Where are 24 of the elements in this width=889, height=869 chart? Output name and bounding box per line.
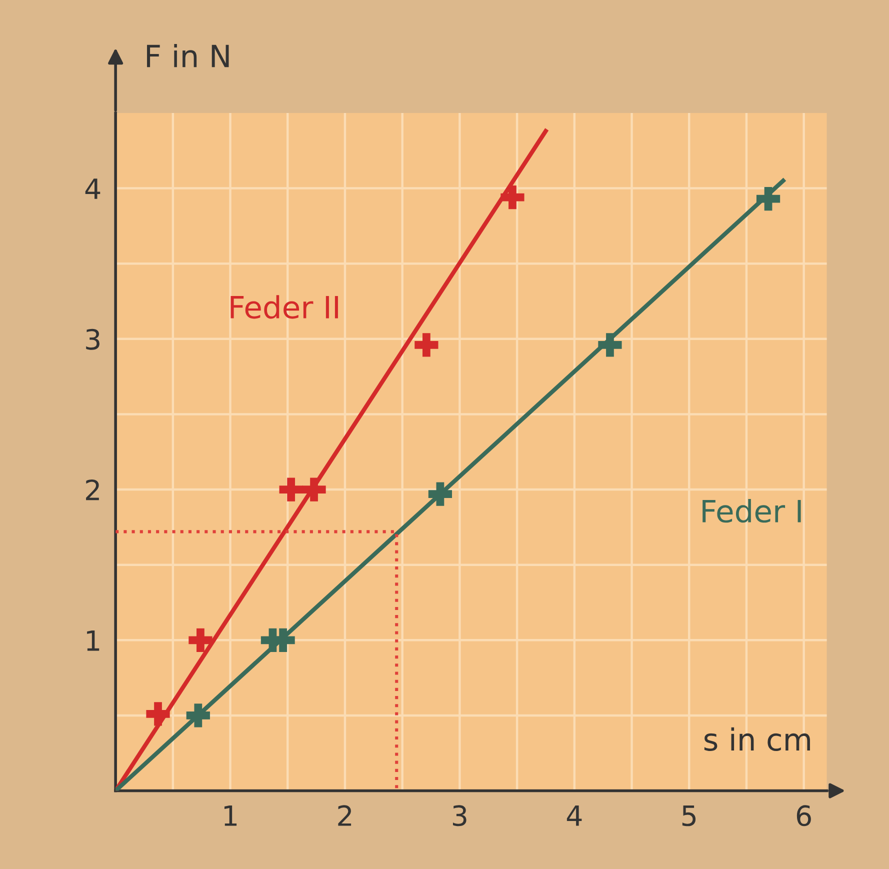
- x-tick-label: 5: [682, 806, 696, 826]
- point: [500, 186, 524, 210]
- point: [188, 628, 212, 652]
- y-axis-title: F in N: [147, 44, 229, 68]
- text: Feder I: [702, 499, 801, 523]
- x-tick-label: 3: [452, 805, 466, 826]
- point: [302, 478, 326, 502]
- y-tick-label: 3: [86, 328, 100, 350]
- y-tick-label: 1: [87, 630, 100, 651]
- point: [428, 482, 452, 506]
- text: Feder II: [230, 295, 338, 319]
- point: [756, 187, 780, 211]
- x-tick-label: 6: [796, 805, 811, 826]
- y-tick-label: 2: [86, 479, 99, 500]
- point: [146, 702, 170, 726]
- x-tick-label: 4: [566, 806, 582, 826]
- point: [186, 704, 210, 728]
- y-tick-label: 4: [85, 178, 100, 199]
- point: [414, 333, 438, 357]
- point: [279, 478, 303, 502]
- x-tick-label: 1: [224, 806, 237, 826]
- x-tick-label: 2: [338, 805, 352, 826]
- point: [598, 333, 622, 357]
- x-axis-title: s in cm: [704, 727, 810, 751]
